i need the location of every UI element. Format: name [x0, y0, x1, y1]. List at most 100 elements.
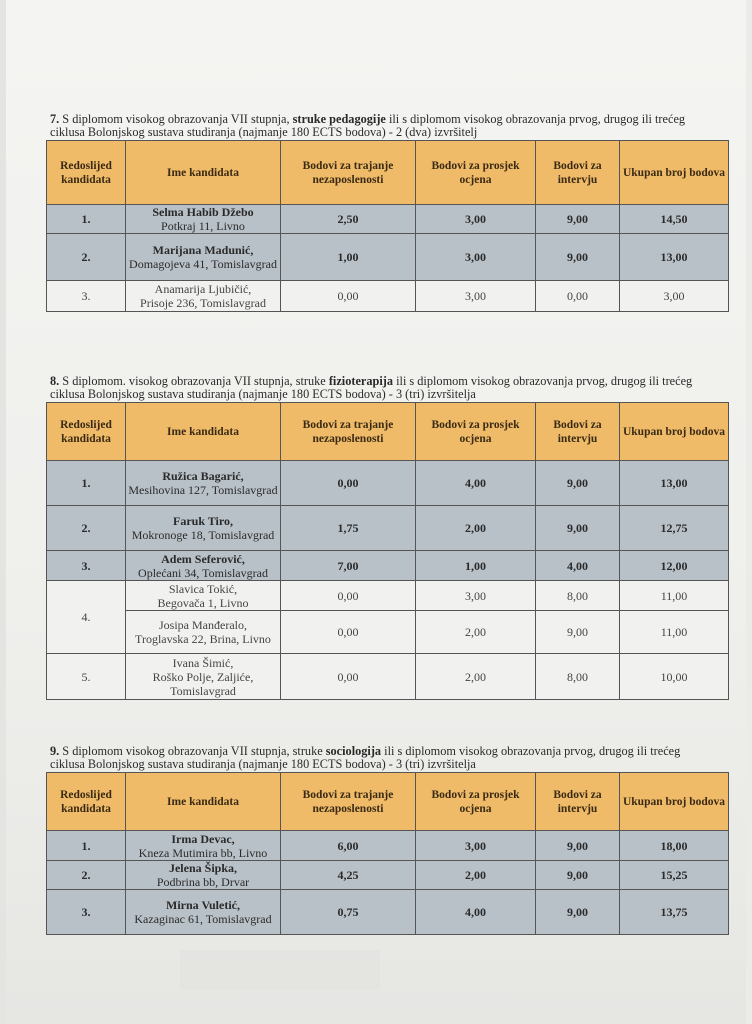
interview-points: 8,00	[535, 653, 620, 700]
heading-line2: ciklusa Bolonjskog sustava studiranja (n…	[50, 125, 478, 139]
ranking-table: Redoslijed kandidata Ime kandidata Bodovi …	[46, 402, 729, 700]
candidate-cell: Marijana Madunić, Domagojeva 41, Tomislav…	[125, 233, 281, 281]
column-header: Ukupan broj bodova	[619, 402, 729, 461]
interview-points: 0,00	[535, 280, 620, 312]
candidate-name: Josipa Manđeralo,	[159, 618, 247, 632]
candidate-name: Slavica Tokić,	[168, 581, 238, 596]
unemployment-points: 0,00	[280, 460, 416, 506]
column-header: Redoslijed kandidata	[46, 772, 126, 831]
column-header: Bodovi za intervju	[535, 772, 620, 831]
table-header: Redoslijed kandidata Ime kandidata Bodovi …	[46, 140, 729, 205]
table-row: Josipa Manđeralo, Troglavska 22, Brina, L…	[47, 610, 729, 654]
table-row: 1. Irma Devac, Kneza Mutimira bb, Livno 6,0…	[46, 830, 729, 861]
column-header: Ukupan broj bodova	[619, 140, 729, 205]
column-header: Bodovi za prosjek ocjena	[415, 772, 536, 831]
total-points: 10,00	[619, 653, 729, 700]
rank-cell: 1.	[46, 204, 126, 234]
unemployment-points: 1,00	[280, 233, 416, 281]
section-2: 8. S diplomom. visokog obrazovanja VII s…	[46, 375, 729, 700]
total-points: 12,00	[619, 550, 729, 581]
grade-points: 3,00	[415, 204, 536, 234]
section-heading: 9. S diplomom visokog obrazovanja VII st…	[50, 745, 728, 771]
candidate-address: Mesihovina 127, Tomislavgrad	[128, 483, 278, 497]
table-row: 2. Marijana Madunić, Domagojeva 41, Tomisl…	[46, 233, 729, 281]
total-points: 11,00	[619, 610, 729, 654]
heading-profession: fizioterapija	[328, 374, 394, 388]
candidate-address: Kneza Mutimira bb, Livno	[138, 845, 268, 860]
column-header: Redoslijed kandidata	[46, 140, 126, 205]
table-row: 1. Ružica Bagarić, Mesihovina 127, Tomisla…	[46, 460, 729, 506]
candidate-name: Mirna Vuletić,	[166, 898, 240, 912]
interview-points: 9,00	[535, 505, 620, 551]
candidate-address: Roško Polje, Zaljiće, Tomislavgrad	[152, 669, 254, 698]
candidate-name: Ružica Bagarić,	[162, 469, 244, 483]
heading-text-cont: ili s diplomom visokog obrazovanja prvog…	[385, 112, 686, 126]
section-heading: 8. S diplomom. visokog obrazovanja VII s…	[50, 375, 728, 401]
grade-points: 3,00	[415, 830, 536, 861]
grade-points: 2,00	[415, 505, 536, 551]
table-row: 1. Selma Habib Džebo Potkraj 11, Livno 2,50…	[46, 204, 729, 234]
total-points: 14,50	[619, 204, 729, 234]
candidate-name: Selma Habib Džebo	[152, 205, 254, 219]
section-number: 9.	[50, 744, 60, 758]
table-row: 3. Anamarija Ljubičić, Prisoje 236, Tomisl…	[46, 280, 729, 312]
section-number: 7.	[50, 112, 60, 126]
section-1: 7. S diplomom visokog obrazovanja VII st…	[46, 112, 729, 312]
total-points: 15,25	[619, 860, 729, 890]
rank-cell: 5.	[46, 653, 126, 700]
table-header: Redoslijed kandidata Ime kandidata Bodovi …	[46, 772, 729, 831]
rank-cell: 3.	[46, 889, 126, 935]
unemployment-points: 0,00	[280, 580, 416, 611]
candidate-name: Anamarija Ljubičić,	[154, 282, 252, 296]
candidate-address: Troglavska 22, Brina, Livno	[135, 632, 271, 646]
unemployment-points: 0,75	[280, 889, 416, 935]
interview-points: 9,00	[535, 860, 620, 890]
heading-text-cont: ili s diplomom visokog obrazovanja prvog…	[393, 374, 693, 388]
total-points: 11,00	[619, 580, 729, 611]
total-points: 13,75	[619, 889, 729, 935]
heading-text: S diplomom visokog obrazovanja VII stupn…	[59, 112, 293, 126]
candidate-cell: Slavica Tokić, Begovača 1, Livno	[125, 580, 281, 611]
candidate-address: Potkraj 11, Livno	[161, 219, 245, 233]
rank-cell: 2.	[46, 860, 126, 890]
grade-points: 1,00	[415, 550, 536, 581]
candidate-cell: Mirna Vuletić, Kazaginac 61, Tomislavgrad	[125, 889, 281, 935]
unemployment-points: 0,00	[280, 610, 416, 654]
column-header: Ime kandidata	[125, 140, 281, 205]
unemployment-points: 4,25	[280, 860, 416, 890]
grade-points: 4,00	[415, 889, 536, 935]
column-header: Bodovi za trajanje nezaposlenosti	[280, 772, 416, 831]
table-row: 4. Slavica Tokić, Begovača 1, Livno 0,00 3,0…	[46, 580, 729, 654]
grade-points: 3,00	[415, 580, 536, 611]
column-header: Ime kandidata	[125, 402, 281, 461]
candidate-cell: Ružica Bagarić, Mesihovina 127, Tomislavg…	[125, 460, 281, 506]
candidate-cell: Jelena Šipka, Podbrina bb, Drvar	[125, 860, 281, 890]
total-points: 13,00	[619, 233, 729, 281]
candidate-cell: Faruk Tiro, Mokronoge 18, Tomislavgrad	[125, 505, 281, 551]
unemployment-points: 0,00	[280, 653, 416, 700]
rank-cell: 3.	[46, 550, 126, 581]
heading-profession: struke pedagogije	[292, 112, 386, 126]
candidate-name: Marijana Madunić,	[152, 243, 254, 257]
unemployment-points: 1,75	[280, 505, 416, 551]
interview-points: 9,00	[535, 233, 620, 281]
table-row: 3. Adem Seferović, Oplećani 34, Tomislavgr…	[46, 550, 729, 581]
heading-text: S diplomom. visokog obrazovanja VII stup…	[59, 374, 329, 388]
candidate-cell: Adem Seferović, Oplećani 34, Tomislavgrad	[125, 550, 281, 581]
rank-cell: 4.	[46, 580, 126, 654]
ranking-table: Redoslijed kandidata Ime kandidata Bodovi …	[46, 140, 729, 312]
total-points: 3,00	[619, 280, 729, 312]
interview-points: 9,00	[535, 889, 620, 935]
unemployment-points: 7,00	[280, 550, 416, 581]
total-points: 12,75	[619, 505, 729, 551]
table-row: 3. Mirna Vuletić, Kazaginac 61, Tomislavgr…	[46, 889, 729, 935]
column-header: Bodovi za prosjek ocjena	[415, 402, 536, 461]
ranking-table: Redoslijed kandidata Ime kandidata Bodovi …	[46, 772, 729, 935]
table-row: 2. Faruk Tiro, Mokronoge 18, Tomislavgrad 1…	[46, 505, 729, 551]
candidate-cell: Anamarija Ljubičić, Prisoje 236, Tomislav…	[125, 280, 281, 312]
heading-profession: sociologija	[325, 744, 382, 758]
grade-points: 2,00	[415, 610, 536, 654]
candidate-address: Begovača 1, Livno	[157, 595, 249, 610]
candidate-address: Oplećani 34, Tomislavgrad	[138, 565, 268, 580]
heading-line2: ciklusa Bolonjskog sustava studiranja (n…	[50, 757, 476, 771]
